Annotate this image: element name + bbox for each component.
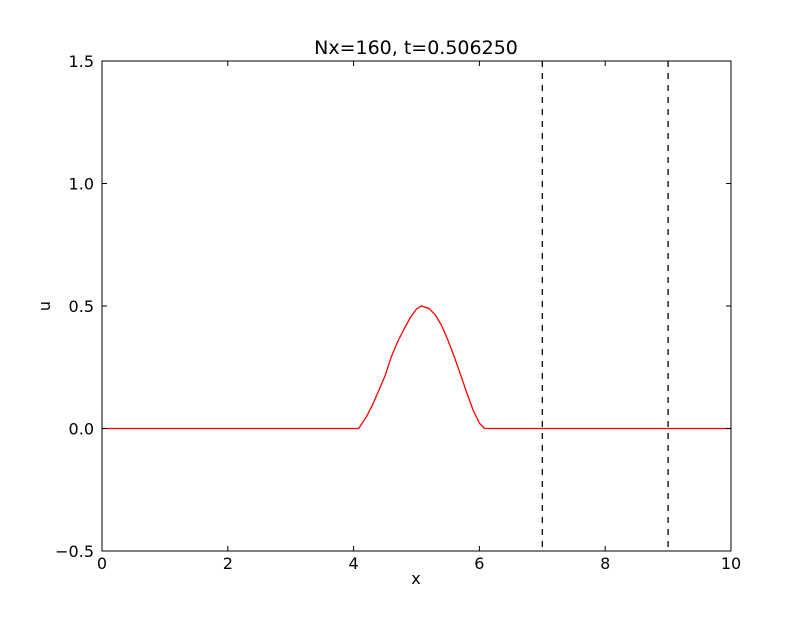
series-line-0 — [102, 305, 731, 430]
x-tick-label: 6 — [474, 554, 484, 573]
x-tick-label: 4 — [349, 554, 359, 573]
x-tick-label: 8 — [600, 554, 610, 573]
y-tick-label: −0.5 — [55, 542, 94, 561]
x-axis-label: x — [411, 569, 420, 588]
plot-background — [102, 61, 731, 551]
chart-title: Nx=160, t=0.506250 — [314, 37, 518, 59]
plot-area — [101, 60, 732, 552]
axis-ticks: 0 2 4 6 8 10 −0.5 0.0 0.5 1.0 1.5 — [55, 52, 741, 573]
y-tick-label: 1.0 — [69, 175, 94, 194]
x-tick-label: 0 — [97, 554, 107, 573]
y-tick-label: 1.5 — [69, 52, 94, 71]
x-tick-label: 2 — [223, 554, 233, 573]
y-tick-label: 0.5 — [69, 297, 94, 316]
x-tick-label: 10 — [721, 554, 741, 573]
y-axis-label: u — [35, 301, 54, 311]
y-tick-label: 0.0 — [69, 420, 94, 439]
